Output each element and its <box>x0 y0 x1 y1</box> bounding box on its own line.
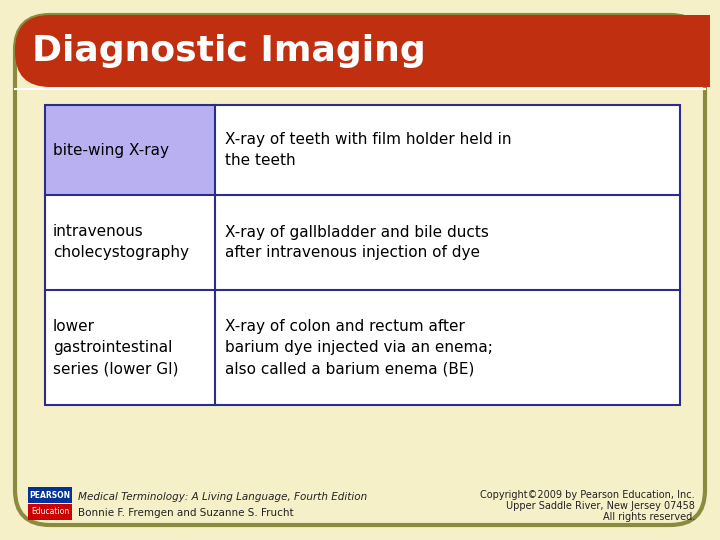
Text: lower
gastrointestinal
series (lower GI): lower gastrointestinal series (lower GI) <box>53 319 179 376</box>
Bar <box>28 504 72 520</box>
Bar <box>215 195 680 290</box>
Text: Upper Saddle River, New Jersey 07458: Upper Saddle River, New Jersey 07458 <box>506 501 695 511</box>
Bar <box>45 105 215 195</box>
Text: X-ray of gallbladder and bile ducts
after intravenous injection of dye: X-ray of gallbladder and bile ducts afte… <box>225 225 489 260</box>
Bar <box>215 290 680 405</box>
Text: Copyright©2009 by Pearson Education, Inc.: Copyright©2009 by Pearson Education, Inc… <box>480 490 695 500</box>
Text: intravenous
cholecystography: intravenous cholecystography <box>53 225 189 260</box>
Bar <box>215 105 680 195</box>
Text: bite-wing X-ray: bite-wing X-ray <box>53 143 169 158</box>
FancyBboxPatch shape <box>15 15 705 525</box>
FancyBboxPatch shape <box>15 15 705 87</box>
Bar <box>45 105 680 405</box>
Text: Bonnie F. Fremgen and Suzanne S. Frucht: Bonnie F. Fremgen and Suzanne S. Frucht <box>78 508 294 518</box>
Bar <box>28 487 72 503</box>
Bar <box>45 195 215 290</box>
Text: PEARSON: PEARSON <box>30 490 71 500</box>
Bar <box>610 15 690 87</box>
Text: X-ray of teeth with film holder held in
the teeth: X-ray of teeth with film holder held in … <box>225 132 511 168</box>
Bar <box>610 15 710 87</box>
Text: Education: Education <box>31 508 69 516</box>
Text: X-ray of colon and rectum after
barium dye injected via an enema;
also called a : X-ray of colon and rectum after barium d… <box>225 319 493 376</box>
Text: All rights reserved.: All rights reserved. <box>603 512 695 522</box>
Text: Diagnostic Imaging: Diagnostic Imaging <box>32 34 426 68</box>
Text: Medical Terminology: A Living Language, Fourth Edition: Medical Terminology: A Living Language, … <box>78 492 367 502</box>
Bar <box>45 290 215 405</box>
